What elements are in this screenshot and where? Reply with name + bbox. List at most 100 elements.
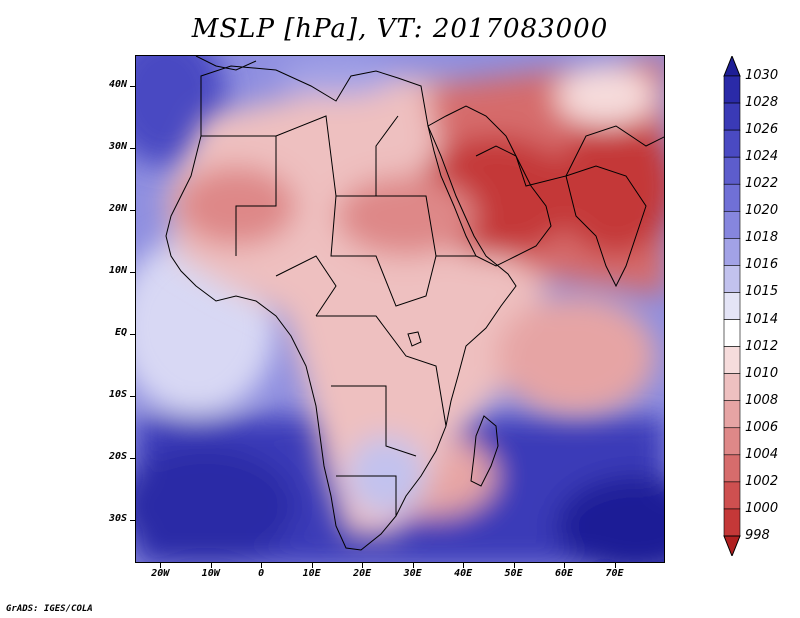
madagascar (470, 415, 499, 487)
country-border-6 (336, 475, 397, 516)
colorbar-segment (723, 373, 741, 402)
persian-highlands (556, 66, 656, 126)
colorbar-level-label: 1028 (745, 95, 779, 111)
lon-tick-mark (513, 563, 515, 568)
country-border-5 (331, 385, 417, 457)
colorbar-segment (723, 400, 741, 429)
lat-tick-mark (130, 395, 135, 397)
colorbar-level-label: 1000 (745, 500, 779, 516)
lon-tick-label: 40E (454, 568, 473, 579)
colorbar (723, 56, 741, 556)
lat-tick-mark (130, 519, 135, 521)
lat-tick-mark (130, 85, 135, 87)
lon-tick-mark (564, 563, 566, 568)
colorbar-segment (723, 427, 741, 456)
lon-tick-mark (463, 563, 465, 568)
lon-tick-label: 60E (555, 568, 574, 579)
indian-low (556, 116, 664, 256)
plot-title: MSLP [hPa], VT: 2017083000 (191, 14, 609, 44)
lat-tick-label: 20S (108, 450, 127, 462)
colorbar-segment (723, 292, 741, 320)
colorbar-level-label: 1020 (745, 203, 779, 219)
colorbar-segment (723, 156, 741, 185)
lon-tick-label: 70E (605, 568, 624, 579)
colorbar-segment (723, 481, 741, 510)
country-border-4 (316, 315, 447, 427)
country-border-1 (201, 135, 277, 256)
lat-tick-label: 30S (108, 512, 127, 524)
colorbar-level-label: 1004 (745, 446, 779, 462)
colorbar-level-label: 1014 (745, 311, 779, 327)
lake-victoria (407, 331, 422, 347)
colorbar-segment (723, 183, 741, 212)
india-coastline (565, 165, 647, 288)
lon-tick-mark (614, 563, 616, 568)
country-border-9 (275, 255, 337, 317)
lat-tick-label: 10N (108, 264, 127, 276)
colorbar-level-label: 1015 (745, 284, 779, 300)
lat-tick-label: 20N (108, 202, 127, 214)
colorbar-segment (723, 238, 741, 266)
colorbar-segment (723, 346, 741, 374)
lat-tick-mark (130, 147, 135, 149)
lon-tick-label: 30E (403, 568, 422, 579)
colorbar-level-label: 1010 (745, 365, 779, 381)
lon-tick-label: 20E (353, 568, 372, 579)
lat-tick-mark (130, 271, 135, 273)
arabian-coastline (427, 105, 552, 267)
indian-ocean-high (556, 476, 664, 562)
lat-tick-label: 30N (108, 140, 127, 152)
country-border-3 (330, 195, 437, 307)
colorbar-segment (723, 210, 741, 239)
colorbar-top-triangle (723, 56, 741, 77)
lat-tick-label: 10S (108, 388, 127, 400)
lon-tick-label: 20W (151, 568, 170, 579)
south-atlantic-high (136, 446, 296, 562)
lon-tick-label: 10W (201, 568, 220, 579)
colorbar-segment (723, 319, 741, 347)
lat-tick-mark (130, 457, 135, 459)
colorbar-bottom-triangle (723, 535, 741, 556)
lat-tick-mark (130, 209, 135, 211)
lon-tick-mark (261, 563, 263, 568)
colorbar-level-label: 1002 (745, 473, 779, 489)
iberia-coastline (195, 56, 257, 71)
colorbar-level-label: 1008 (745, 392, 779, 408)
country-border-7 (376, 195, 476, 257)
colorbar-segment (723, 75, 741, 104)
indian-ocean-trough (496, 296, 656, 416)
lon-tick-mark (362, 563, 364, 568)
country-border-2 (275, 115, 399, 197)
lat-tick-label: 40N (108, 78, 127, 90)
map-panel (135, 55, 665, 563)
colorbar-level-label: 1006 (745, 419, 779, 435)
sahel-low (336, 176, 476, 256)
africa-coastline (165, 65, 517, 551)
colorbar-level-label: 1024 (745, 149, 779, 165)
colorbar-segment (723, 102, 741, 131)
colorbar-level-label: 998 (745, 528, 770, 543)
colorbar-level-label: 1018 (745, 230, 779, 246)
colorbar-segment (723, 265, 741, 293)
colorbar-level-label: 1022 (745, 176, 779, 192)
lon-tick-mark (210, 563, 212, 568)
country-border-8 (475, 125, 664, 187)
lon-tick-label: 50E (504, 568, 523, 579)
grads-credit: GrADS: IGES/COLA (6, 604, 93, 614)
colorbar-level-label: 1012 (745, 338, 779, 354)
colorbar-segment (723, 508, 741, 537)
lon-tick-mark (412, 563, 414, 568)
mediterranean (276, 56, 396, 96)
colorbar-level-label: 1026 (745, 122, 779, 138)
colorbar-level-label: 1016 (745, 257, 779, 273)
pressure-field-map (136, 56, 664, 562)
colorbar-segment (723, 129, 741, 158)
lat-tick-label: EQ (114, 326, 127, 338)
lon-tick-label: 0 (258, 568, 265, 579)
lon-tick-mark (160, 563, 162, 568)
colorbar-level-label: 1030 (745, 68, 779, 83)
lon-tick-mark (311, 563, 313, 568)
lon-tick-label: 10E (302, 568, 321, 579)
colorbar-segment (723, 454, 741, 483)
lat-tick-mark (130, 333, 135, 335)
